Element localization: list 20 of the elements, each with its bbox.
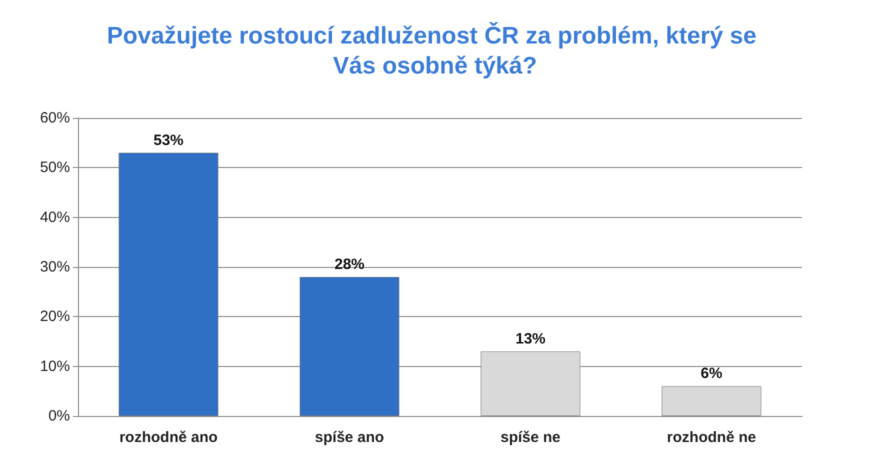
y-tick-label: 50% [40, 159, 70, 176]
data-label: 53% [153, 132, 184, 149]
x-tick-label: rozhodně ano [119, 429, 218, 446]
chart-title: Považujete rostoucí zadluženost ČR za problém, který se Vás osobně týká? [106, 22, 764, 80]
bar [662, 386, 762, 416]
y-tick-label: 40% [40, 208, 70, 226]
bar [300, 276, 400, 416]
y-tick-label: 20% [40, 308, 70, 326]
y-tick-label: 60% [40, 110, 70, 126]
x-tick-label: spíše ne [500, 429, 561, 446]
data-label: 28% [334, 256, 365, 273]
data-label: 6% [700, 365, 722, 382]
bar [118, 152, 218, 416]
x-tick-label: rozhodně ne [666, 429, 756, 446]
y-tick-label: 30% [40, 258, 70, 276]
bar [480, 351, 580, 416]
y-tick-label: 10% [40, 358, 70, 375]
x-tick-label: spíše ano [314, 429, 384, 446]
y-tick-label: 0% [48, 408, 70, 424]
data-label: 13% [515, 330, 546, 348]
